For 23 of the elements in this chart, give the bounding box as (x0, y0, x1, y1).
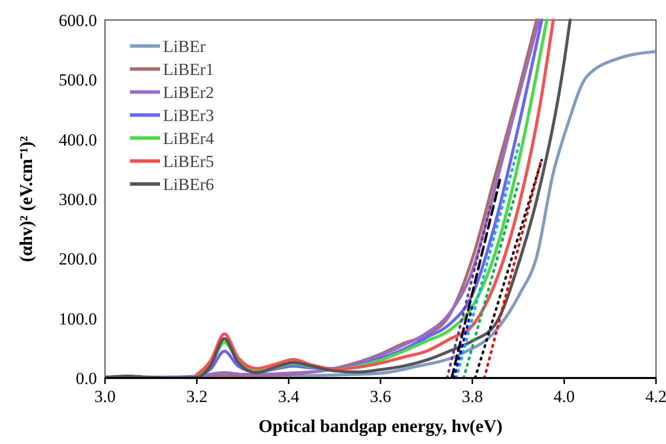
legend-label: LiBEr2 (163, 83, 214, 102)
x-tick-label: 3.8 (462, 387, 483, 406)
x-tick-label: 3.0 (94, 387, 116, 406)
legend-label: LiBEr6 (163, 175, 214, 194)
y-tick-label: 600.0 (58, 11, 97, 30)
x-tick-label: 3.2 (186, 387, 208, 406)
y-tick-label: 100.0 (58, 309, 97, 328)
x-tick-label: 3.6 (370, 387, 392, 406)
legend-label: LiBEr1 (163, 60, 214, 79)
legend-label: LiBEr4 (163, 129, 214, 148)
y-tick-label: 500.0 (58, 70, 97, 90)
y-tick-label: 300.0 (58, 190, 97, 209)
y-axis-title: (αhv)² (eV.cm⁻¹)² (16, 136, 36, 262)
x-tick-label: 3.4 (278, 387, 300, 406)
legend-label: LiBEr (163, 37, 206, 56)
y-tick-label: 200.0 (58, 250, 97, 269)
y-tick-label: 0.0 (76, 369, 97, 388)
legend-label: LiBEr3 (163, 106, 214, 125)
y-tick-label: 400.0 (58, 130, 97, 150)
legend-label: LiBEr5 (163, 152, 214, 171)
x-tick-label: 4.0 (554, 387, 575, 406)
x-axis-title: Optical bandgap energy, hν(eV) (258, 416, 503, 436)
x-tick-label: 4.2 (645, 387, 666, 406)
